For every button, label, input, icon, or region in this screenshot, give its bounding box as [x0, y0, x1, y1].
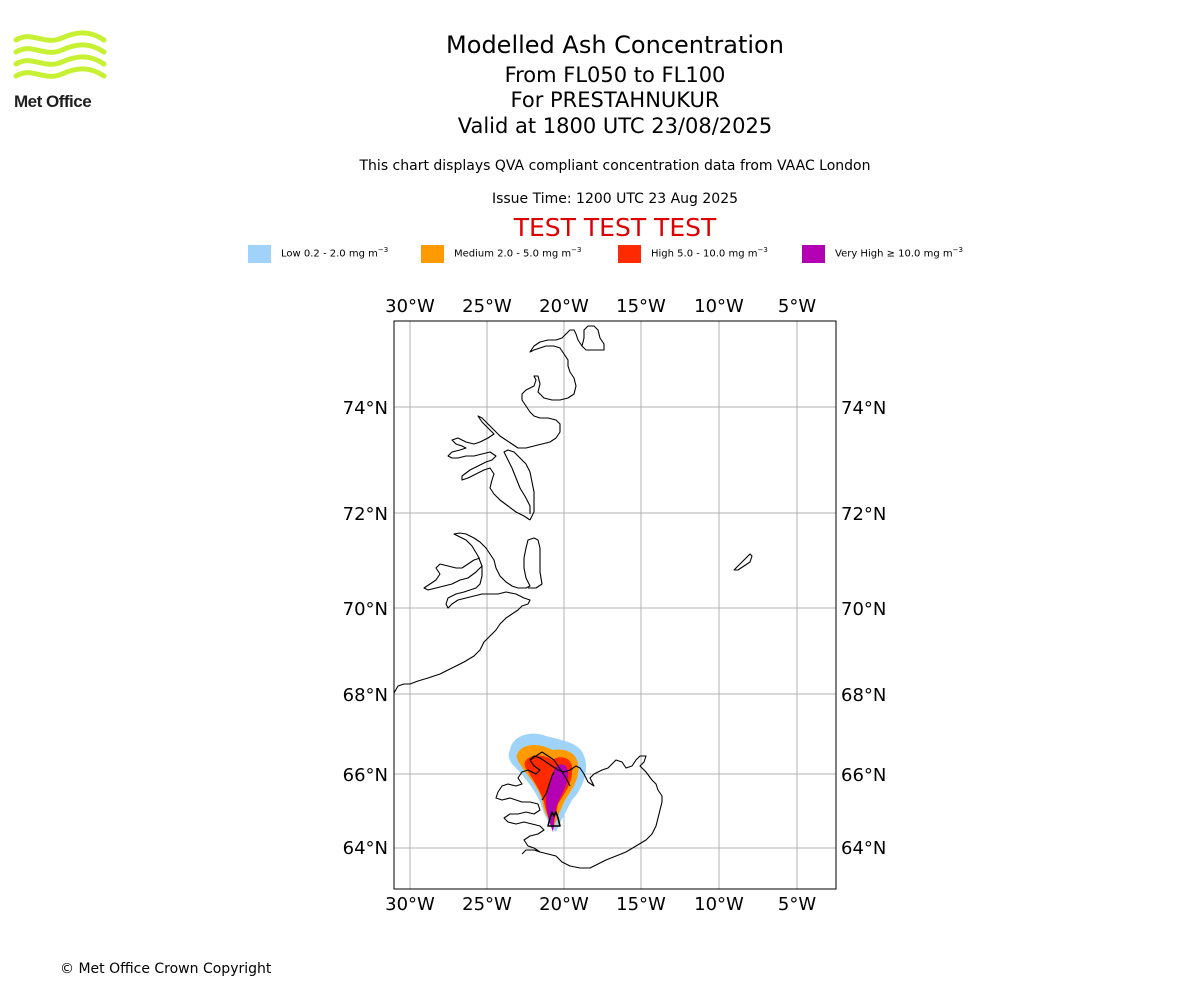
logo-text: Met Office: [14, 92, 92, 111]
greenland-coast-north: [447, 325, 605, 521]
volcano-name: For PRESTAHNUKUR: [510, 88, 720, 112]
lon-tick-top-15w: 15°W: [616, 296, 666, 317]
ash-plume: [508, 733, 587, 832]
chart-title: Modelled Ash Concentration: [446, 31, 784, 59]
coastlines: [393, 325, 753, 869]
met-office-logo-icon: [13, 30, 107, 79]
lat-tick-right-68n: 68°N: [841, 685, 886, 706]
lat-tick-left-74n: 74°N: [343, 398, 388, 419]
lon-tick-bottom-25w: 25°W: [462, 894, 512, 915]
lat-tick-left-64n: 64°N: [343, 838, 388, 859]
lat-tick-right-64n: 64°N: [841, 838, 886, 859]
valid-time: Valid at 1800 UTC 23/08/2025: [457, 114, 773, 138]
lon-tick-bottom-15w: 15°W: [616, 894, 666, 915]
legend-swatch-high: [618, 245, 641, 263]
lon-tick-bottom-30w: 30°W: [385, 894, 435, 915]
title-block: Modelled Ash Concentration From FL050 to…: [315, 30, 915, 142]
legend: Low 0.2 - 2.0 mg m−3 Medium 2.0 - 5.0 mg…: [0, 244, 1200, 264]
map-gridlines: [394, 321, 836, 889]
lat-tick-left-66n: 66°N: [343, 765, 388, 786]
lon-tick-top-5w: 5°W: [778, 296, 816, 317]
legend-swatch-low: [248, 245, 271, 263]
legend-label-very-high: Very High ≥ 10.0 mg m−3: [835, 246, 963, 260]
lat-tick-left-72n: 72°N: [343, 504, 388, 525]
lon-tick-top-30w: 30°W: [385, 296, 435, 317]
lat-ticks-left: 74°N 72°N 70°N 68°N 66°N 64°N: [343, 398, 388, 859]
volcano-marker: [547, 811, 561, 827]
legend-swatch-very-high: [802, 245, 825, 263]
lat-tick-left-68n: 68°N: [343, 685, 388, 706]
lat-tick-right-70n: 70°N: [841, 599, 886, 620]
lat-tick-right-72n: 72°N: [841, 504, 886, 525]
map-frame: [393, 320, 837, 890]
copyright-notice: © Met Office Crown Copyright: [60, 961, 272, 977]
lat-tick-left-70n: 70°N: [343, 599, 388, 620]
lat-tick-right-74n: 74°N: [841, 398, 886, 419]
legend-swatch-medium: [421, 245, 444, 263]
legend-label-high: High 5.0 - 10.0 mg m−3: [651, 246, 768, 260]
lon-tick-top-20w: 20°W: [539, 296, 589, 317]
chart-description: This chart displays QVA compliant concen…: [359, 158, 871, 174]
peninsula-coast: [541, 771, 555, 801]
greenland-fjord-1: [423, 557, 483, 591]
test-banner: TEST TEST TEST: [513, 213, 717, 242]
lat-tick-right-66n: 66°N: [841, 765, 886, 786]
iceland-coastline: [495, 755, 663, 869]
lon-tick-bottom-5w: 5°W: [778, 894, 816, 915]
flight-level-range: From FL050 to FL100: [504, 63, 726, 87]
legend-label-low: Low 0.2 - 2.0 mg m−3: [281, 246, 389, 260]
greenland-inner-coast: [503, 449, 535, 521]
lon-tick-bottom-20w: 20°W: [539, 894, 589, 915]
lon-tick-bottom-10w: 10°W: [694, 894, 744, 915]
lon-ticks-bottom: 30°W 25°W 20°W 15°W 10°W 5°W: [385, 894, 816, 915]
lat-ticks-right: 74°N 72°N 70°N 68°N 66°N 64°N: [841, 398, 886, 859]
issue-time: Issue Time: 1200 UTC 23 Aug 2025: [491, 191, 739, 207]
jan-mayen-coastline: [733, 553, 753, 571]
lon-tick-top-10w: 10°W: [694, 296, 744, 317]
lon-ticks-top: 30°W 25°W 20°W 15°W 10°W 5°W: [385, 296, 816, 317]
greenland-coastline: [393, 532, 543, 694]
iceland-westfjords: [529, 751, 571, 787]
legend-label-medium: Medium 2.0 - 5.0 mg m−3: [454, 246, 582, 260]
lon-tick-top-25w: 25°W: [462, 296, 512, 317]
